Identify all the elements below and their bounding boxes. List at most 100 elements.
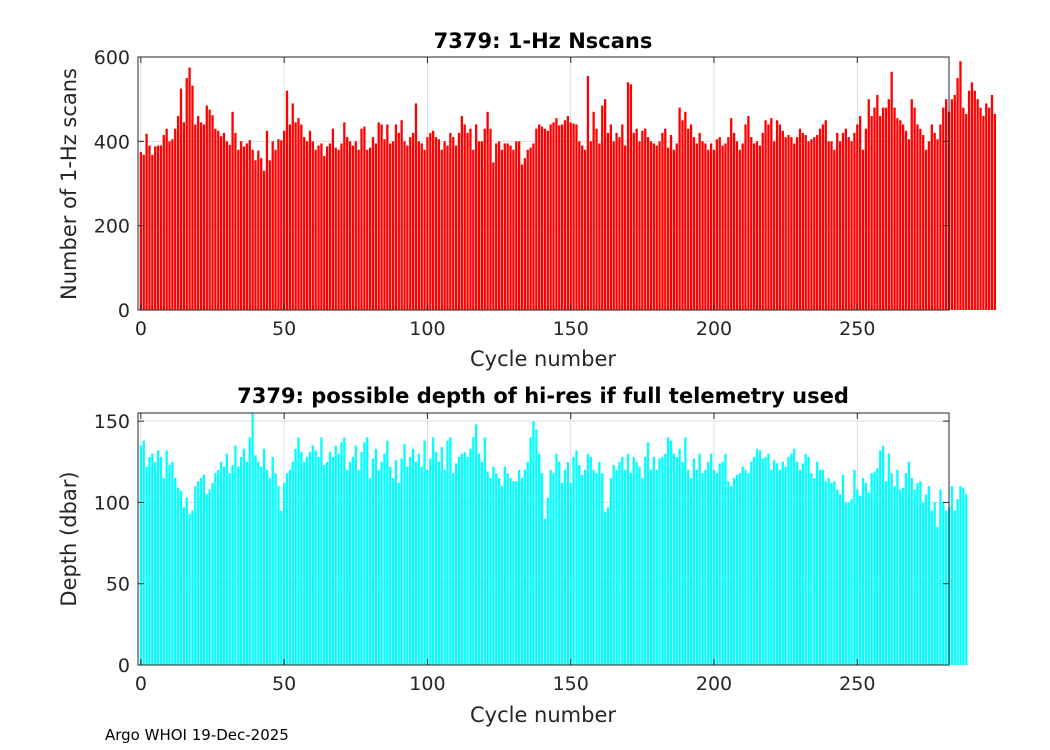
depth-bar xyxy=(718,463,721,665)
depth-bar xyxy=(770,469,773,665)
nscans-bar xyxy=(483,128,486,310)
nscans-bar xyxy=(698,132,701,310)
nscans-bar xyxy=(621,124,624,310)
nscans-bar xyxy=(824,120,827,310)
depth-bar xyxy=(687,469,690,665)
nscans-bar xyxy=(646,137,650,310)
nscans-bar xyxy=(859,116,862,311)
nscans-ytick-label: 200 xyxy=(94,216,130,238)
nscans-bar xyxy=(305,141,309,310)
nscans-bar xyxy=(721,145,724,310)
nscans-bar xyxy=(351,145,355,310)
depth-bar xyxy=(861,478,865,665)
nscans-bar xyxy=(506,143,509,310)
depth-bar xyxy=(747,473,750,665)
nscans-bar xyxy=(681,120,684,310)
nscans-bar xyxy=(171,139,174,310)
nscans-bar xyxy=(675,143,678,310)
nscans-xlabel: Cycle number xyxy=(470,347,616,371)
nscans-bar xyxy=(188,67,191,311)
depth-bar xyxy=(446,440,449,665)
depth-bar xyxy=(185,497,188,665)
depth-bar xyxy=(311,445,314,665)
depth-bar xyxy=(850,499,853,665)
depth-bar xyxy=(403,443,406,665)
depth-bar xyxy=(801,463,804,665)
nscans-bar xyxy=(205,105,208,310)
nscans-bar xyxy=(411,132,415,310)
depth-bar xyxy=(434,452,438,665)
nscans-bar xyxy=(558,125,561,310)
depth-bar xyxy=(348,461,352,665)
nscans-xtick-label: 50 xyxy=(272,318,296,340)
depth-bar xyxy=(741,466,744,665)
nscans-bar xyxy=(773,141,776,310)
nscans-bar xyxy=(452,137,455,310)
depth-bar xyxy=(652,456,655,665)
nscans-bar xyxy=(775,120,779,310)
depth-bar xyxy=(139,445,143,665)
depth-bar xyxy=(578,465,581,665)
nscans-bar xyxy=(601,105,604,310)
depth-bar xyxy=(208,489,211,665)
nscans-bar xyxy=(727,137,730,310)
depth-bar xyxy=(575,450,578,665)
nscans-bar xyxy=(910,99,913,311)
nscans-bar xyxy=(993,113,996,310)
nscans-bar xyxy=(429,132,432,310)
nscans-bar xyxy=(406,145,409,310)
nscans-bar xyxy=(434,137,438,310)
nscans-bar xyxy=(990,94,994,310)
depth-bar xyxy=(509,478,512,665)
depth-bar xyxy=(549,469,552,665)
nscans-axes-box xyxy=(137,56,950,311)
nscans-bar xyxy=(320,143,323,310)
depth-bar xyxy=(804,453,807,665)
nscans-bar xyxy=(612,141,615,310)
depth-bar xyxy=(821,469,825,665)
nscans-bar xyxy=(787,135,790,310)
depth-bar xyxy=(271,456,274,665)
depth-bar xyxy=(409,456,412,665)
depth-bar xyxy=(371,458,375,665)
depth-bar xyxy=(268,478,271,665)
depth-bar xyxy=(962,487,965,665)
depth-bar xyxy=(440,447,443,665)
nscans-bar xyxy=(615,132,618,310)
nscans-bar xyxy=(652,143,655,310)
depth-bar xyxy=(890,473,893,665)
nscans-bar xyxy=(142,154,145,310)
depth-bar xyxy=(257,461,260,665)
depth-bar xyxy=(211,482,214,665)
depth-bar xyxy=(904,473,908,665)
depth-bar xyxy=(429,458,432,665)
nscans-bar xyxy=(807,141,810,310)
depth-bar xyxy=(265,469,269,665)
depth-bar xyxy=(810,473,813,665)
nscans-bar xyxy=(589,141,592,310)
depth-bar xyxy=(638,466,641,665)
depth-bar xyxy=(151,453,154,665)
depth-bar xyxy=(816,461,819,665)
nscans-xtick-label: 0 xyxy=(135,318,147,340)
depth-bar xyxy=(543,518,547,665)
depth-bar xyxy=(148,456,151,665)
depth-bar xyxy=(867,492,870,665)
nscans-bar xyxy=(363,126,366,310)
depth-bar xyxy=(764,456,767,665)
depth-bar xyxy=(380,461,383,665)
depth-bar xyxy=(506,473,509,665)
depth-bar xyxy=(721,461,724,665)
depth-bar xyxy=(500,486,504,665)
depth-bar xyxy=(142,440,145,665)
depth-bar xyxy=(411,448,415,665)
nscans-bar xyxy=(712,149,716,310)
depth-bar xyxy=(231,465,234,665)
depth-bar xyxy=(245,461,249,665)
nscans-bar xyxy=(569,122,572,310)
nscans-bar xyxy=(595,128,598,310)
depth-bar xyxy=(328,452,332,665)
depth-bar xyxy=(930,510,933,665)
depth-bar xyxy=(552,473,555,665)
depth-bar xyxy=(219,461,223,665)
